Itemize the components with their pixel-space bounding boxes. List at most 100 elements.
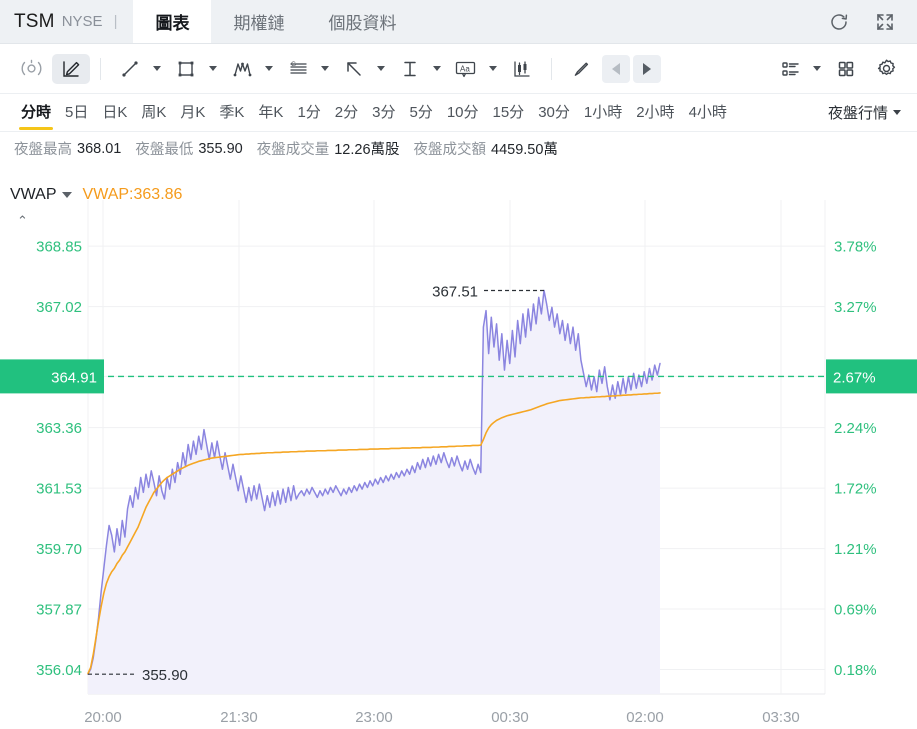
session-selector-label: 夜盤行情: [827, 105, 888, 122]
chevron-down-icon[interactable]: [489, 66, 497, 71]
chevron-down-icon[interactable]: [433, 66, 441, 71]
arrow-cursor-tool[interactable]: [335, 54, 389, 84]
period-item-12[interactable]: 15分: [486, 95, 532, 131]
period-item-13[interactable]: 30分: [531, 95, 577, 131]
indicator-list-tool[interactable]: [771, 54, 825, 84]
settings-gear-icon[interactable]: [867, 54, 905, 84]
fullscreen-icon[interactable]: [873, 10, 897, 34]
svg-text:2.24%: 2.24%: [834, 420, 877, 437]
svg-text:368.85: 368.85: [36, 239, 82, 256]
zigzag-wave-tool[interactable]: [223, 54, 277, 84]
period-item-7[interactable]: 1分: [290, 95, 327, 131]
period-item-2[interactable]: 日K: [95, 95, 134, 131]
svg-text:363.36: 363.36: [36, 420, 82, 437]
symbol-code: TSM: [14, 10, 55, 32]
svg-text:364.91: 364.91: [51, 369, 97, 386]
period-label: 5分: [409, 103, 433, 121]
tab-options-chain[interactable]: 期權鏈: [211, 0, 306, 43]
svg-text:Aa: Aa: [460, 64, 470, 73]
drawing-toolbar: G: [0, 44, 917, 94]
tab-options-chain-label: 期權鏈: [233, 14, 285, 33]
toolbar-separator: [551, 57, 552, 80]
period-label: 10分: [446, 103, 479, 121]
measure-tool[interactable]: [391, 54, 445, 84]
period-label: 分時: [21, 103, 52, 121]
period-selector: 分時 5日 日K 周K 月K 季K 年K 1分 2分 3分 5分 10分 15分…: [0, 94, 917, 132]
session-selector[interactable]: 夜盤行情: [828, 102, 903, 123]
period-item-16[interactable]: 4小時: [682, 95, 734, 131]
period-item-6[interactable]: 年K: [251, 95, 290, 131]
tab-chart-label: 圖表: [155, 14, 190, 33]
svg-text:03:30: 03:30: [762, 709, 800, 726]
period-item-10[interactable]: 5分: [402, 95, 439, 131]
price-chart-svg[interactable]: 368.85 367.02 363.36 361.53 359.70 357.87 356.…: [0, 178, 917, 729]
candle-style-icon[interactable]: [503, 54, 541, 84]
gann-lines-tool[interactable]: G: [279, 54, 333, 84]
period-label: 1分: [297, 103, 321, 121]
period-item-15[interactable]: 2小時: [629, 95, 681, 131]
rectangle-icon: [167, 54, 205, 84]
svg-text:361.53: 361.53: [36, 481, 82, 498]
svg-text:357.87: 357.87: [36, 602, 82, 619]
chart-area[interactable]: 夜盤行情 368.85367.02363.36361.53359.70357.8…: [0, 178, 917, 729]
svg-text:G: G: [291, 61, 296, 68]
period-item-5[interactable]: 季K: [212, 95, 251, 131]
symbol-block: TSM NYSE |: [0, 0, 133, 43]
stat-label-low: 夜盤最低: [135, 142, 194, 158]
stat-value-low: 355.90: [198, 140, 243, 157]
stat-value-volume: 12.26萬股: [334, 142, 400, 158]
chevron-down-icon[interactable]: [321, 66, 329, 71]
svg-text:02:00: 02:00: [626, 709, 664, 726]
chevron-down-icon[interactable]: [265, 66, 273, 71]
svg-text:2.67%: 2.67%: [833, 369, 876, 386]
refresh-icon[interactable]: [827, 10, 851, 34]
collapse-indicator-button[interactable]: ⌃: [17, 214, 28, 229]
period-label: 2分: [334, 103, 359, 121]
period-item-1[interactable]: 5日: [58, 95, 95, 131]
chevron-down-icon: [893, 110, 901, 115]
period-item-4[interactable]: 月K: [173, 95, 212, 131]
chevron-down-icon[interactable]: [377, 66, 385, 71]
period-item-8[interactable]: 2分: [328, 95, 365, 131]
nav-arrow-group: [602, 54, 661, 83]
crosshair-icon[interactable]: [12, 54, 50, 84]
prev-arrow-icon[interactable]: [602, 54, 630, 83]
tab-stock-info[interactable]: 個股資料: [306, 0, 418, 43]
rectangle-tool[interactable]: [167, 54, 221, 84]
svg-text:355.90: 355.90: [142, 667, 188, 684]
session-stats-bar: 夜盤最高 368.01 夜盤最低 355.90 夜盤成交量 12.26萬股 夜盤…: [0, 132, 917, 165]
period-label: 4小時: [688, 103, 727, 121]
symbol-divider: |: [113, 13, 118, 30]
tab-stock-info-label: 個股資料: [328, 14, 397, 33]
svg-text:0.69%: 0.69%: [834, 602, 877, 619]
chevron-down-icon[interactable]: [813, 66, 821, 71]
period-label: 15分: [492, 103, 525, 121]
svg-text:1.72%: 1.72%: [834, 481, 877, 498]
tab-chart[interactable]: 圖表: [133, 0, 212, 43]
arrow-cursor-icon: [335, 54, 373, 84]
period-item-11[interactable]: 10分: [440, 95, 486, 131]
indicator-value: VWAP:363.86: [82, 186, 183, 203]
period-item-0[interactable]: 分時: [14, 95, 58, 131]
svg-text:367.02: 367.02: [36, 299, 82, 316]
chevron-down-icon[interactable]: [61, 192, 72, 198]
eraser-icon[interactable]: [562, 54, 600, 84]
layout-grid-icon[interactable]: [827, 54, 865, 84]
period-item-3[interactable]: 周K: [134, 95, 173, 131]
svg-text:0.18%: 0.18%: [834, 662, 877, 679]
text-label-tool[interactable]: Aa: [447, 54, 501, 84]
header-actions: [827, 0, 917, 43]
stat-label-turnover: 夜盤成交額: [413, 142, 487, 158]
indicator-name[interactable]: VWAP: [10, 186, 57, 203]
trend-line-tool[interactable]: [111, 54, 165, 84]
stat-value-turnover: 4459.50萬: [491, 142, 558, 158]
chevron-down-icon[interactable]: [209, 66, 217, 71]
period-item-9[interactable]: 3分: [365, 95, 402, 131]
next-arrow-icon[interactable]: [633, 54, 661, 83]
text-label-icon: Aa: [447, 54, 485, 84]
draw-pencil-icon[interactable]: [52, 53, 90, 84]
svg-text:00:30: 00:30: [491, 709, 529, 726]
chevron-down-icon[interactable]: [153, 66, 161, 71]
period-item-14[interactable]: 1小時: [577, 95, 629, 131]
